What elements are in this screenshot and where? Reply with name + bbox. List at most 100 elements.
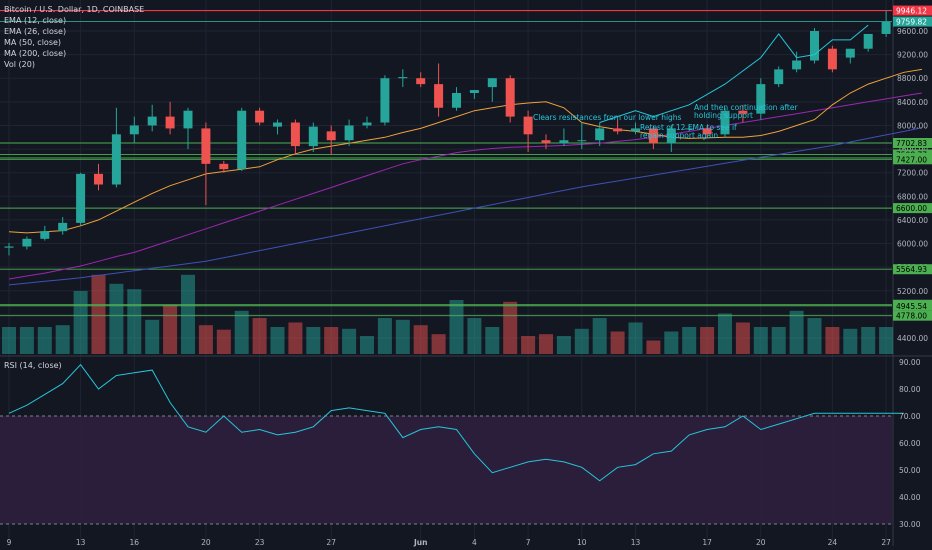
candle-body bbox=[201, 128, 211, 164]
candle-body bbox=[881, 21, 891, 34]
candle-body bbox=[827, 48, 837, 70]
candle-body bbox=[147, 116, 157, 126]
volume-bar bbox=[2, 327, 16, 354]
candle-body bbox=[237, 110, 247, 170]
volume-bar bbox=[485, 327, 500, 354]
volume-bar bbox=[592, 318, 607, 354]
volume-bar bbox=[55, 325, 70, 354]
candle-body bbox=[845, 48, 855, 58]
volume-bar bbox=[252, 318, 267, 354]
volume-bar bbox=[413, 325, 428, 354]
price-tick-label: 8000.00 bbox=[897, 121, 928, 130]
rsi-tick-label: 30.00 bbox=[899, 520, 921, 529]
candle-body bbox=[76, 173, 86, 223]
candle-body bbox=[774, 69, 784, 85]
price-label-box bbox=[893, 154, 932, 165]
time-tick-label: 20 bbox=[756, 538, 766, 547]
indicator-ma50[interactable]: MA (50, close) bbox=[4, 38, 62, 47]
rsi-title[interactable]: RSI (14, close) bbox=[4, 361, 62, 370]
volume-bar bbox=[19, 327, 34, 354]
ma200-line bbox=[8, 127, 922, 286]
candle-body bbox=[219, 163, 229, 170]
price-label-box bbox=[893, 137, 932, 148]
candle-body bbox=[434, 84, 444, 108]
volume-bar bbox=[109, 283, 124, 354]
price-label-text: 7427.00 bbox=[896, 155, 927, 164]
volume-bar bbox=[234, 310, 249, 354]
volume-bar bbox=[395, 319, 410, 354]
candle-body bbox=[756, 84, 766, 114]
volume-bar bbox=[145, 319, 160, 354]
candle-body bbox=[58, 222, 68, 232]
price-tick-label: 9600.00 bbox=[897, 27, 928, 36]
price-label-box bbox=[893, 5, 932, 16]
candle-body bbox=[290, 122, 300, 147]
indicator-ema12[interactable]: EMA (12, close) bbox=[4, 16, 67, 25]
time-tick-label: 24 bbox=[828, 538, 838, 547]
volume-bar bbox=[198, 325, 213, 354]
volume-bar bbox=[807, 318, 822, 354]
volume-bar bbox=[431, 334, 446, 354]
price-tick-label: 8400.00 bbox=[897, 98, 928, 107]
indicator-volume[interactable]: Vol (20) bbox=[4, 60, 35, 69]
candle-body bbox=[648, 128, 658, 144]
volume-bar bbox=[735, 322, 750, 354]
volume-bar bbox=[664, 331, 679, 354]
volume-bar bbox=[843, 328, 858, 354]
candle-body bbox=[255, 110, 265, 123]
candle-body bbox=[863, 33, 873, 49]
indicator-ema26[interactable]: EMA (26, close) bbox=[4, 27, 67, 36]
volume-bar bbox=[270, 327, 285, 354]
candle-body bbox=[738, 110, 748, 114]
annotation-arrow-path bbox=[599, 24, 869, 123]
time-tick-label: Jun bbox=[413, 538, 427, 547]
candle-body bbox=[4, 246, 14, 248]
candle-body bbox=[416, 78, 426, 85]
time-tick-label: 16 bbox=[130, 538, 140, 547]
rsi-line bbox=[8, 363, 904, 482]
candle-body bbox=[631, 128, 640, 132]
volume-bar bbox=[771, 327, 786, 354]
volume-bar bbox=[324, 327, 339, 354]
price-label-text: 6600.00 bbox=[896, 204, 927, 213]
candle-body bbox=[22, 238, 32, 247]
volume-bar bbox=[73, 291, 88, 354]
annotation-clears: Clears resistances from our lower highs bbox=[533, 113, 682, 122]
price-tick-label: 4400.00 bbox=[897, 334, 928, 343]
candle-body bbox=[487, 78, 497, 88]
volume-bar bbox=[718, 313, 732, 354]
volume-bar bbox=[342, 328, 357, 354]
volume-bar bbox=[610, 331, 625, 354]
time-tick-label: 9 bbox=[7, 538, 12, 547]
candle-body bbox=[559, 140, 569, 144]
price-label-box bbox=[893, 300, 932, 311]
volume-bar bbox=[127, 289, 142, 354]
rsi-band bbox=[0, 416, 892, 524]
volume-bar bbox=[163, 304, 178, 354]
volume-bar bbox=[574, 328, 589, 354]
indicator-ma200[interactable]: MA (200, close) bbox=[4, 49, 67, 58]
price-label-text: 7702.83 bbox=[896, 139, 927, 148]
price-label-text: 4778.00 bbox=[896, 312, 927, 321]
price-tick-label: 6400.00 bbox=[897, 216, 928, 225]
price-label-text: 4945.54 bbox=[896, 302, 927, 311]
price-label-box bbox=[893, 310, 932, 321]
annotation-continuation-2: holding support bbox=[694, 111, 753, 120]
candle-body bbox=[452, 92, 461, 108]
candle-body bbox=[577, 140, 587, 142]
candle-body bbox=[308, 126, 318, 147]
volume-bar bbox=[306, 327, 321, 354]
candle-body bbox=[702, 128, 712, 135]
price-label-text: 9946.12 bbox=[896, 7, 927, 16]
volume-bar bbox=[181, 274, 195, 354]
candle-body bbox=[469, 90, 479, 93]
volume-bar bbox=[521, 336, 536, 354]
chart-legend: Bitcoin / U.S. Dollar, 1D, COINBASE EMA … bbox=[4, 4, 144, 70]
candle-body bbox=[595, 128, 605, 141]
volume-bar bbox=[449, 300, 464, 354]
price-tick-label: 9200.00 bbox=[897, 51, 928, 60]
candle-body bbox=[94, 173, 103, 185]
candle-body bbox=[344, 125, 354, 141]
